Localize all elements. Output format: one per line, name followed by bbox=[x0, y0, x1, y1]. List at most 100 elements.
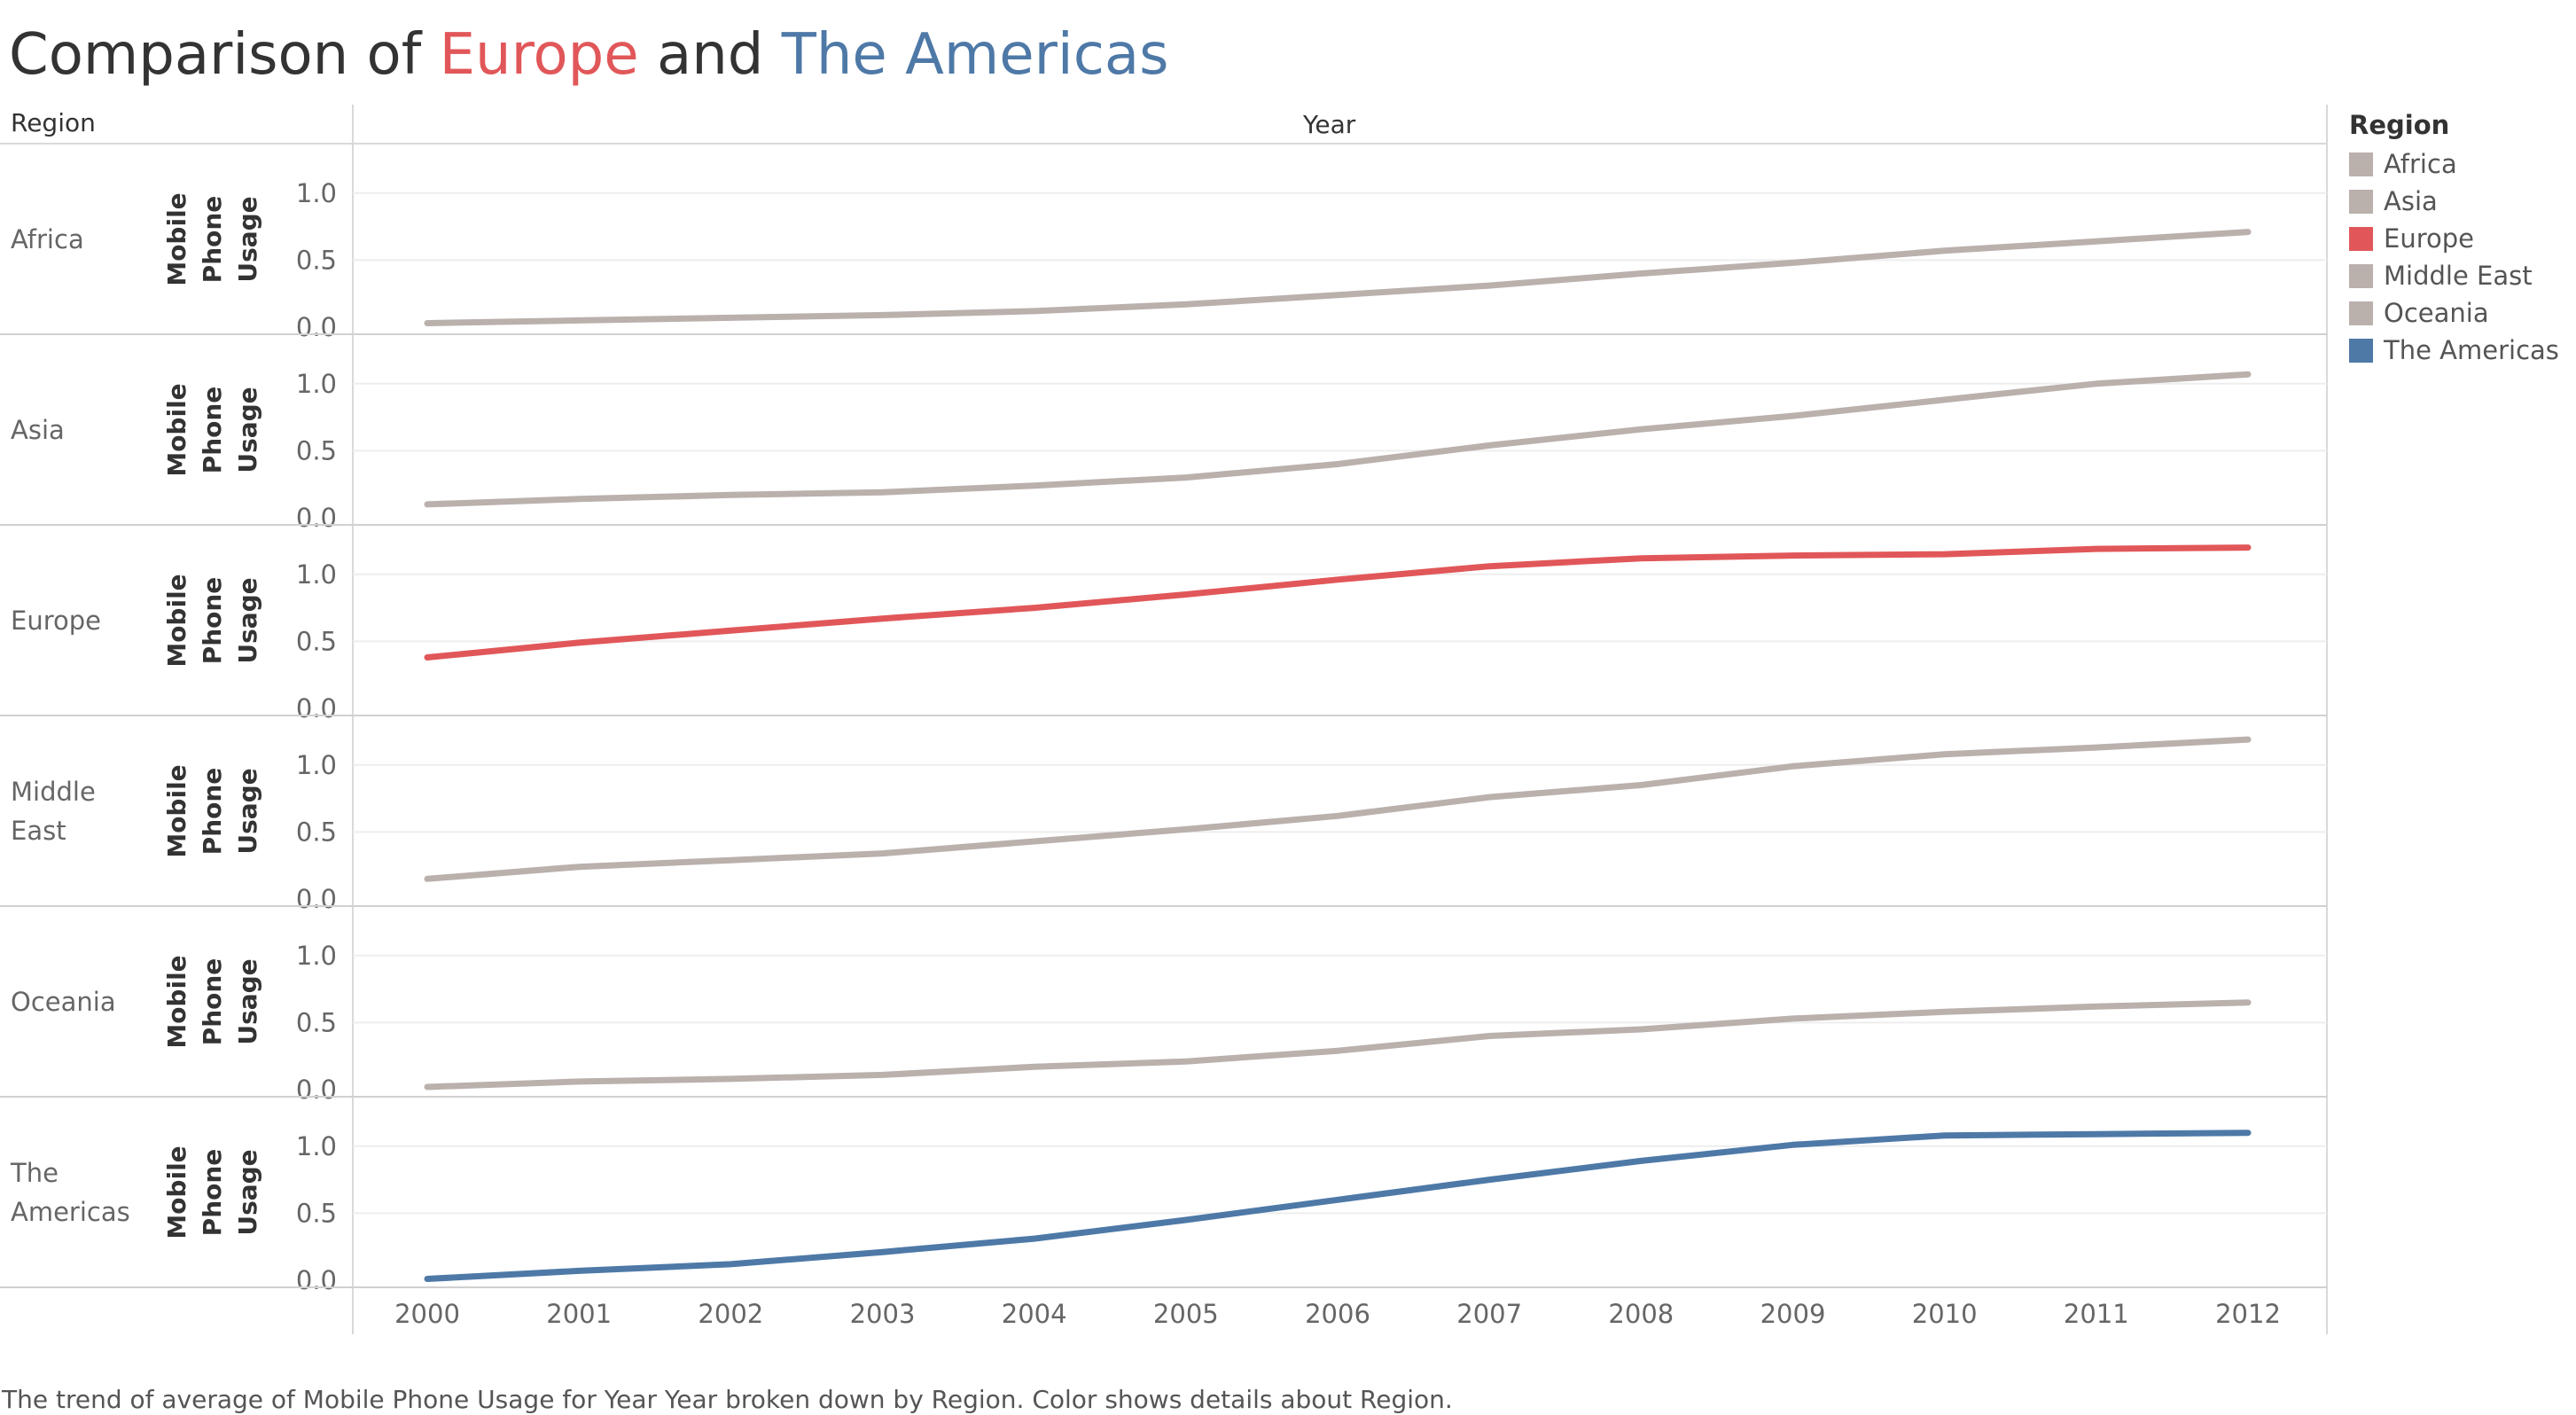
legend-item[interactable]: Europe bbox=[2349, 220, 2559, 257]
data-point[interactable] bbox=[575, 1078, 582, 1085]
data-point[interactable] bbox=[1183, 474, 1190, 481]
data-point[interactable] bbox=[1486, 442, 1493, 449]
data-point[interactable] bbox=[879, 311, 886, 318]
data-point[interactable] bbox=[2244, 736, 2252, 743]
data-point[interactable] bbox=[1790, 552, 1797, 559]
data-point[interactable] bbox=[727, 856, 734, 864]
data-point[interactable] bbox=[424, 501, 431, 508]
data-point[interactable] bbox=[1183, 825, 1190, 833]
data-point[interactable] bbox=[1334, 1047, 1341, 1054]
legend-item[interactable]: Asia bbox=[2349, 183, 2559, 220]
data-point[interactable] bbox=[1637, 1157, 1644, 1164]
data-point[interactable] bbox=[1486, 563, 1493, 570]
data-point[interactable] bbox=[1334, 576, 1341, 583]
series-line-europe[interactable] bbox=[424, 544, 2252, 661]
series-line-asia[interactable] bbox=[424, 371, 2252, 508]
data-point[interactable] bbox=[1637, 781, 1644, 788]
data-point[interactable] bbox=[727, 1075, 734, 1083]
data-point[interactable] bbox=[2093, 1003, 2100, 1010]
data-point[interactable] bbox=[1334, 292, 1341, 299]
data-point[interactable] bbox=[1031, 1235, 1038, 1242]
data-point[interactable] bbox=[1941, 247, 1948, 254]
data-point[interactable] bbox=[424, 1275, 431, 1282]
data-point[interactable] bbox=[1486, 1177, 1493, 1184]
data-point[interactable] bbox=[1486, 793, 1493, 801]
data-point[interactable] bbox=[1637, 426, 1644, 433]
data-point[interactable] bbox=[1941, 1008, 1948, 1015]
data-point[interactable] bbox=[1183, 301, 1190, 308]
data-point[interactable] bbox=[1790, 762, 1797, 770]
data-point[interactable] bbox=[727, 1261, 734, 1268]
data-point[interactable] bbox=[424, 654, 431, 661]
data-point[interactable] bbox=[879, 615, 886, 622]
data-point[interactable] bbox=[1183, 1058, 1190, 1065]
data-point[interactable] bbox=[2093, 238, 2100, 245]
data-point[interactable] bbox=[575, 639, 582, 646]
data-point[interactable] bbox=[2244, 544, 2252, 551]
data-point[interactable] bbox=[879, 1071, 886, 1078]
data-point[interactable] bbox=[1941, 551, 1948, 558]
x-tick-label: 2001 bbox=[546, 1299, 612, 1329]
data-point[interactable] bbox=[2244, 1130, 2252, 1137]
series-line-africa[interactable] bbox=[424, 229, 2252, 326]
series-line-the-americas[interactable] bbox=[424, 1130, 2252, 1282]
data-point[interactable] bbox=[1183, 1216, 1190, 1223]
data-point[interactable] bbox=[1486, 1033, 1493, 1040]
data-point[interactable] bbox=[1334, 812, 1341, 819]
data-point[interactable] bbox=[1031, 482, 1038, 489]
legend-swatch bbox=[2349, 338, 2373, 363]
data-point[interactable] bbox=[2244, 229, 2252, 236]
legend-swatch bbox=[2349, 189, 2373, 214]
data-point[interactable] bbox=[1031, 1063, 1038, 1070]
data-point[interactable] bbox=[1334, 1196, 1341, 1203]
data-point[interactable] bbox=[1031, 308, 1038, 315]
data-point[interactable] bbox=[1941, 1132, 1948, 1139]
legend-item[interactable]: Middle East bbox=[2349, 257, 2559, 294]
data-point[interactable] bbox=[727, 314, 734, 321]
data-point[interactable] bbox=[424, 875, 431, 882]
data-point[interactable] bbox=[1790, 259, 1797, 266]
data-point[interactable] bbox=[1031, 838, 1038, 845]
y-tick-label: 0.5 bbox=[296, 626, 337, 656]
data-point[interactable] bbox=[1790, 1141, 1797, 1148]
data-point[interactable] bbox=[1790, 1015, 1797, 1022]
data-point[interactable] bbox=[1183, 590, 1190, 598]
data-point[interactable] bbox=[2093, 744, 2100, 751]
data-point[interactable] bbox=[2093, 1130, 2100, 1137]
legend-swatch bbox=[2349, 226, 2373, 251]
data-point[interactable] bbox=[2244, 999, 2252, 1006]
data-point[interactable] bbox=[727, 491, 734, 498]
title-prefix: Comparison of bbox=[9, 22, 440, 88]
data-point[interactable] bbox=[2093, 545, 2100, 552]
data-point[interactable] bbox=[1486, 282, 1493, 289]
data-point[interactable] bbox=[1637, 1026, 1644, 1033]
data-point[interactable] bbox=[575, 496, 582, 503]
series-line-middle-east[interactable] bbox=[424, 736, 2252, 882]
y-tick-label: 0.5 bbox=[296, 817, 337, 847]
data-point[interactable] bbox=[424, 1083, 431, 1091]
data-point[interactable] bbox=[1637, 555, 1644, 562]
data-point[interactable] bbox=[1941, 751, 1948, 758]
series-line-oceania[interactable] bbox=[424, 999, 2252, 1091]
legend-item[interactable]: Africa bbox=[2349, 145, 2559, 183]
data-point[interactable] bbox=[879, 850, 886, 857]
data-point[interactable] bbox=[1031, 605, 1038, 612]
y-tick-label: 1.0 bbox=[296, 559, 337, 590]
data-point[interactable] bbox=[1941, 396, 1948, 403]
data-point[interactable] bbox=[575, 1267, 582, 1274]
data-point[interactable] bbox=[1334, 461, 1341, 468]
data-point[interactable] bbox=[879, 1248, 886, 1255]
data-point[interactable] bbox=[1790, 412, 1797, 419]
data-point[interactable] bbox=[2093, 380, 2100, 387]
data-point[interactable] bbox=[424, 319, 431, 326]
data-point[interactable] bbox=[879, 489, 886, 496]
legend-item[interactable]: Oceania bbox=[2349, 294, 2559, 332]
data-point[interactable] bbox=[2244, 371, 2252, 378]
data-point[interactable] bbox=[727, 627, 734, 634]
x-tick-label: 2003 bbox=[850, 1299, 916, 1329]
y-tick-label: 0.0 bbox=[296, 884, 337, 914]
data-point[interactable] bbox=[575, 317, 582, 324]
legend-item[interactable]: The Americas bbox=[2349, 332, 2559, 369]
data-point[interactable] bbox=[575, 864, 582, 871]
data-point[interactable] bbox=[1637, 270, 1644, 278]
